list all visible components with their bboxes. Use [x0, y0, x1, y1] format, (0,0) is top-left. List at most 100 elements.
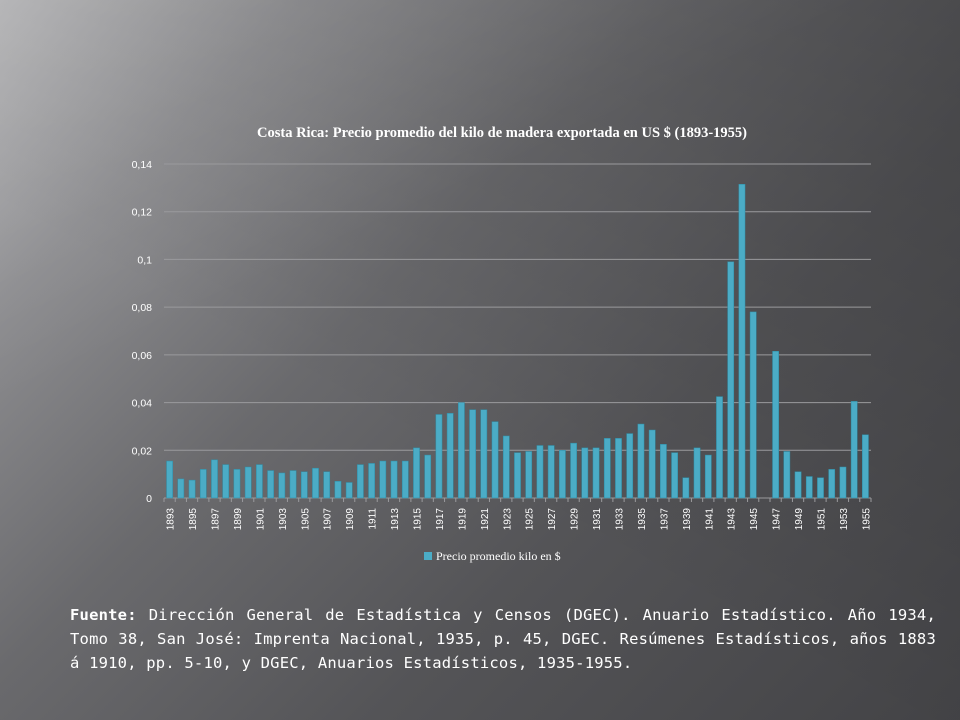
bar-1930	[581, 447, 589, 499]
x-tick-label: 1923	[502, 508, 513, 531]
bar-1950	[805, 476, 813, 499]
bar-1893	[166, 460, 173, 499]
bar-1932	[603, 438, 611, 499]
bar-1920	[469, 409, 476, 499]
bar-1904	[289, 470, 297, 499]
bar-1914	[401, 460, 409, 499]
x-tick-label: 1915	[413, 508, 424, 531]
bar-1911	[368, 463, 375, 499]
bar-1919	[458, 402, 465, 499]
bar-1906	[312, 467, 319, 499]
x-tick-label: 1927	[547, 508, 558, 531]
x-tick-label: 1917	[435, 508, 446, 531]
bar-1908	[334, 481, 342, 499]
x-tick-label: 1939	[682, 508, 693, 531]
bar-1951	[817, 477, 824, 499]
bar-1918	[446, 413, 454, 499]
bar-1937	[660, 444, 667, 499]
bar-1894	[177, 478, 185, 499]
bar-1945	[749, 311, 757, 499]
bar-1938	[671, 452, 678, 499]
bar-1896	[199, 469, 207, 499]
x-tick-label: 1913	[390, 508, 401, 531]
bar-1948	[783, 451, 791, 499]
bar-1954	[850, 401, 858, 499]
x-tick-label: 1907	[323, 508, 334, 531]
x-tick-label: 1941	[704, 508, 715, 531]
bar-1952	[828, 469, 836, 499]
bar-1936	[648, 429, 656, 499]
x-tick-label: 1931	[592, 508, 603, 531]
x-tick-label: 1951	[817, 508, 828, 531]
bar-1944	[738, 184, 746, 499]
y-tick-label: 0,1	[137, 254, 152, 266]
x-tick-label: 1895	[188, 508, 199, 531]
x-tick-label: 1893	[166, 508, 177, 531]
bar-1947	[772, 351, 779, 499]
bar-series	[166, 184, 869, 499]
chart-title: Costa Rica: Precio promedio del kilo de …	[257, 125, 747, 141]
gridlines	[163, 163, 872, 502]
bar-chart: Costa Rica: Precio promedio del kilo de …	[132, 125, 873, 563]
bar-1927	[547, 445, 555, 499]
legend-swatch	[424, 552, 432, 560]
bar-1924	[514, 452, 521, 499]
y-tick-label: 0,08	[132, 302, 153, 314]
x-tick-label: 1937	[659, 508, 670, 531]
y-tick-label: 0,06	[132, 350, 153, 362]
bar-1940	[693, 447, 701, 499]
legend: Precio promedio kilo en $	[424, 549, 561, 563]
bar-1931	[592, 447, 600, 499]
bar-1923	[502, 435, 510, 499]
bar-1912	[379, 460, 387, 499]
x-tick-label: 1925	[525, 508, 536, 531]
x-tick-label: 1953	[839, 508, 850, 531]
bar-1921	[480, 409, 488, 499]
x-tick-label: 1933	[615, 508, 626, 531]
bar-1902	[267, 470, 274, 499]
bar-1913	[390, 460, 398, 499]
x-tick-label: 1905	[300, 508, 311, 531]
bar-1898	[222, 464, 230, 499]
x-tick-label: 1945	[749, 508, 760, 531]
x-tick-label: 1947	[772, 508, 783, 531]
bar-1942	[716, 396, 723, 499]
bar-1899	[233, 469, 241, 499]
bar-1897	[211, 459, 218, 499]
x-tick-label: 1935	[637, 508, 648, 531]
x-tick-label: 1943	[727, 508, 738, 531]
bar-1926	[536, 445, 544, 499]
bar-1943	[727, 261, 735, 499]
y-tick-label: 0,04	[132, 398, 153, 410]
bar-1953	[839, 466, 847, 499]
bar-1917	[435, 414, 443, 499]
x-axis-tick-labels: 1893 1895 1897 1899 1901 1903 1905 1907 1909 1911…	[166, 508, 873, 531]
bar-1907	[323, 471, 331, 499]
x-tick-label: 1909	[345, 508, 356, 531]
x-tick-label: 1919	[457, 508, 468, 531]
y-tick-label: 0,02	[132, 445, 153, 457]
bar-1933	[615, 438, 622, 499]
bar-1935	[637, 423, 645, 499]
legend-label: Precio promedio kilo en $	[436, 549, 561, 563]
bar-1929	[570, 442, 577, 499]
source-text: Dirección General de Estadística y Censo…	[70, 606, 936, 672]
bar-1901	[256, 464, 263, 499]
bar-1949	[794, 471, 802, 499]
bar-1895	[188, 479, 196, 499]
bar-1934	[626, 433, 634, 499]
bar-1915	[413, 447, 420, 499]
y-tick-label: 0	[146, 493, 152, 505]
x-tick-label: 1949	[794, 508, 805, 531]
y-tick-label: 0,14	[132, 159, 153, 171]
bar-1939	[682, 477, 690, 499]
source-label: Fuente:	[70, 606, 137, 624]
bar-1910	[357, 464, 364, 499]
bar-1922	[491, 421, 499, 499]
bar-1905	[300, 471, 308, 499]
x-tick-label: 1911	[368, 508, 379, 530]
x-tick-label: 1921	[480, 508, 491, 531]
x-tick-label: 1899	[233, 508, 244, 531]
bar-1941	[704, 454, 712, 499]
bar-1928	[559, 450, 566, 499]
